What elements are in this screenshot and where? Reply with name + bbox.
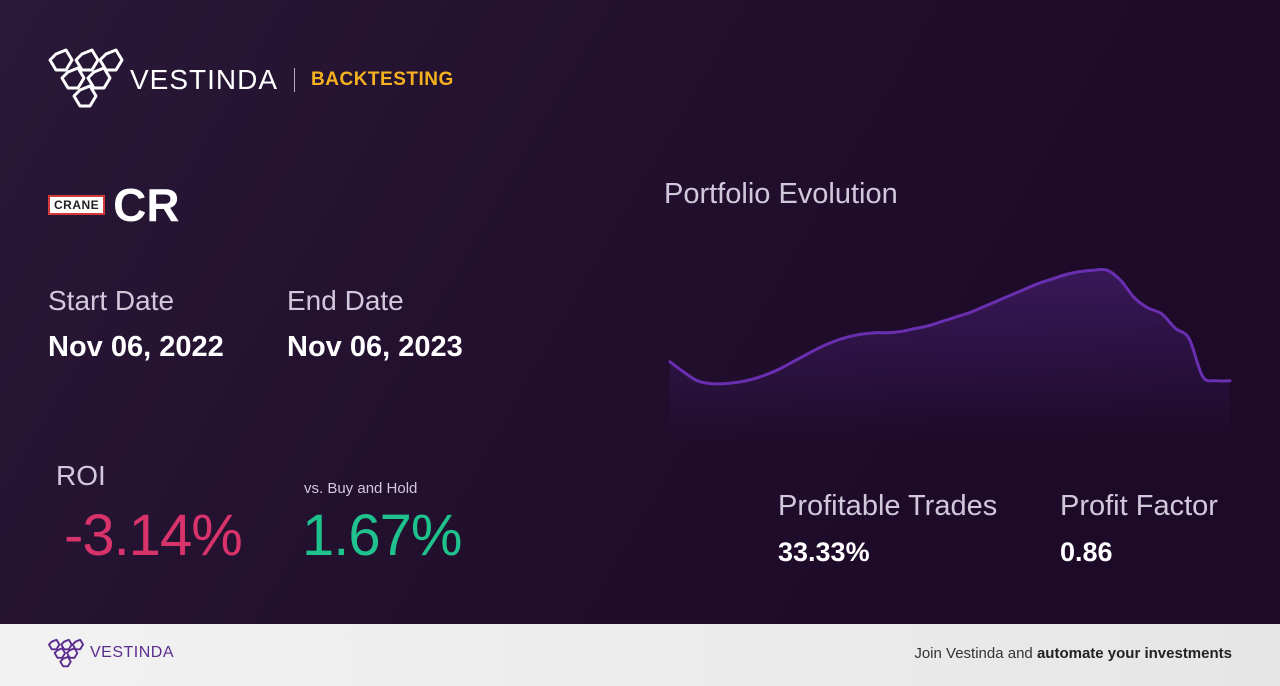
roi-value: -3.14% <box>64 503 243 568</box>
profitable-trades-value: 33.33% <box>778 537 870 567</box>
buy-hold-value: 1.67% <box>302 503 462 568</box>
section-label: BACKTESTING <box>311 69 454 90</box>
profit-factor-value: 0.86 <box>1060 537 1113 567</box>
footer: VESTINDA Join Vestinda and automate your… <box>0 624 1280 686</box>
ticker-badge: CRANE <box>48 195 106 215</box>
end-date: End Date Nov 06, 2023 <box>287 285 463 364</box>
start-date-label: Start Date <box>48 285 175 316</box>
ticker-symbol: CR <box>113 179 180 231</box>
chart-area <box>670 269 1230 440</box>
footer-cta-prefix: Join Vestinda and <box>914 645 1037 662</box>
report-card: VESTINDA BACKTESTING CRANE CR Start Date… <box>48 48 1232 568</box>
chart-line <box>668 267 1232 386</box>
footer-brand-name: VESTINDA <box>90 644 175 661</box>
buy-hold-label: vs. Buy and Hold <box>304 480 418 497</box>
chart-title: Portfolio Evolution <box>664 178 898 210</box>
roi-label: ROI <box>56 460 106 491</box>
brand-header: VESTINDA BACKTESTING <box>48 48 454 112</box>
hexagon-cluster-logo-icon <box>48 638 84 668</box>
end-date-value: Nov 06, 2023 <box>287 331 463 363</box>
hexagon-cluster-logo-icon <box>48 48 124 108</box>
ticker: CRANE CR <box>48 178 180 232</box>
start-date: Start Date Nov 06, 2022 <box>48 285 224 364</box>
profitable-trades-label: Profitable Trades <box>778 490 998 522</box>
profit-factor-label: Profit Factor <box>1060 490 1218 522</box>
brand-name: VESTINDA <box>130 64 279 95</box>
profit-factor: Profit Factor 0.86 <box>1060 490 1218 568</box>
brand-divider <box>294 68 296 92</box>
footer-cta[interactable]: Join Vestinda and automate your investme… <box>914 645 1232 662</box>
portfolio-chart <box>668 267 1232 440</box>
end-date-label: End Date <box>287 285 404 316</box>
start-date-value: Nov 06, 2022 <box>48 331 224 363</box>
profitable-trades: Profitable Trades 33.33% <box>778 490 997 568</box>
footer-cta-bold: automate your investments <box>1036 645 1232 662</box>
